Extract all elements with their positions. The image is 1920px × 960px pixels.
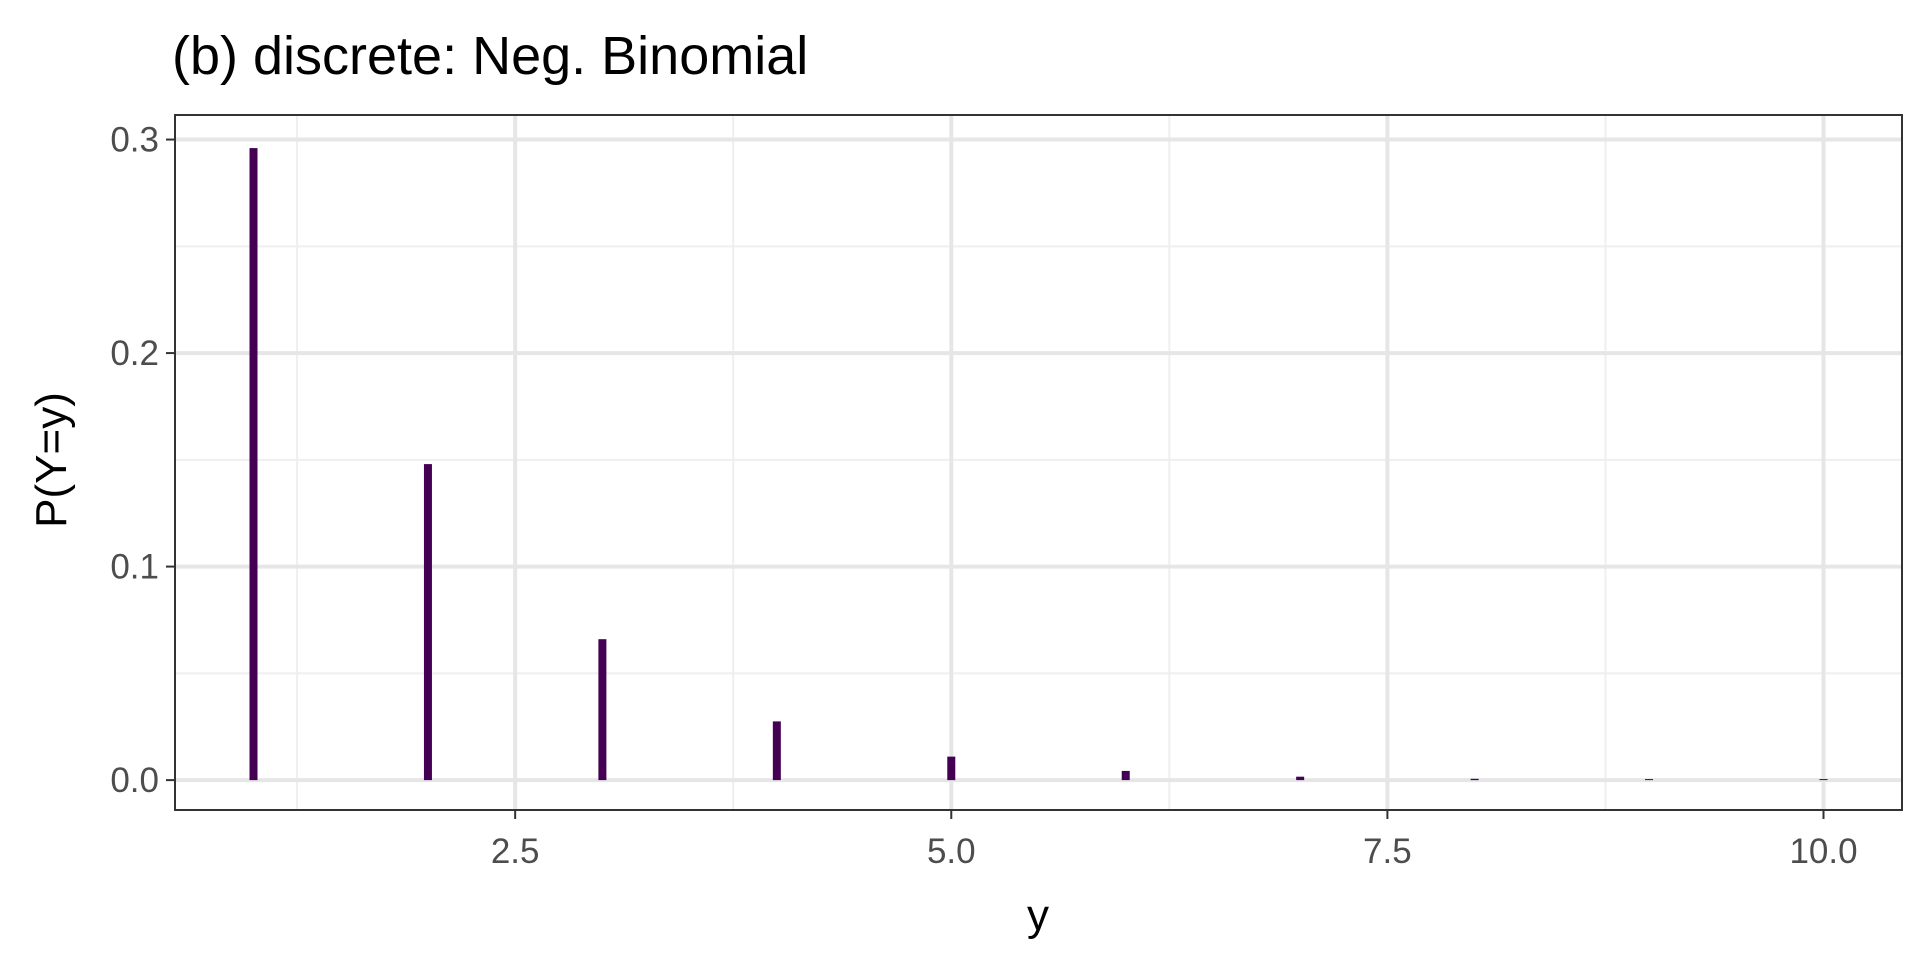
y-tick-label: 0.2 xyxy=(110,334,159,373)
bar xyxy=(423,464,432,781)
bar xyxy=(1645,779,1654,781)
panel-border xyxy=(174,114,1903,811)
bar xyxy=(1121,770,1130,781)
axis-layer: 2.5 5.0 7.5 10.0 0.0 0.1 0.2 0.3 xyxy=(110,121,1857,871)
grid-layer xyxy=(175,115,1902,810)
bar xyxy=(772,721,781,781)
y-tick-label: 0.0 xyxy=(110,761,159,800)
bar xyxy=(598,639,607,781)
x-axis-label: y xyxy=(1027,891,1049,940)
x-tick-label: 7.5 xyxy=(1363,832,1412,871)
bar xyxy=(1296,776,1305,781)
x-tick-label: 2.5 xyxy=(491,832,540,871)
bars-layer xyxy=(249,148,1828,781)
x-tick-label: 10.0 xyxy=(1789,832,1857,871)
x-tick-label: 5.0 xyxy=(927,832,976,871)
bar xyxy=(249,148,258,781)
panel-background xyxy=(175,115,1902,810)
y-tick-label: 0.1 xyxy=(110,548,159,587)
y-tick-label: 0.3 xyxy=(110,121,159,160)
plot-panel xyxy=(174,114,1903,811)
y-axis-label: P(Y=y) xyxy=(27,392,76,528)
bar xyxy=(947,756,956,781)
bar xyxy=(1819,779,1828,781)
bar xyxy=(1470,778,1479,781)
chart-title: (b) discrete: Neg. Binomial xyxy=(172,26,808,86)
